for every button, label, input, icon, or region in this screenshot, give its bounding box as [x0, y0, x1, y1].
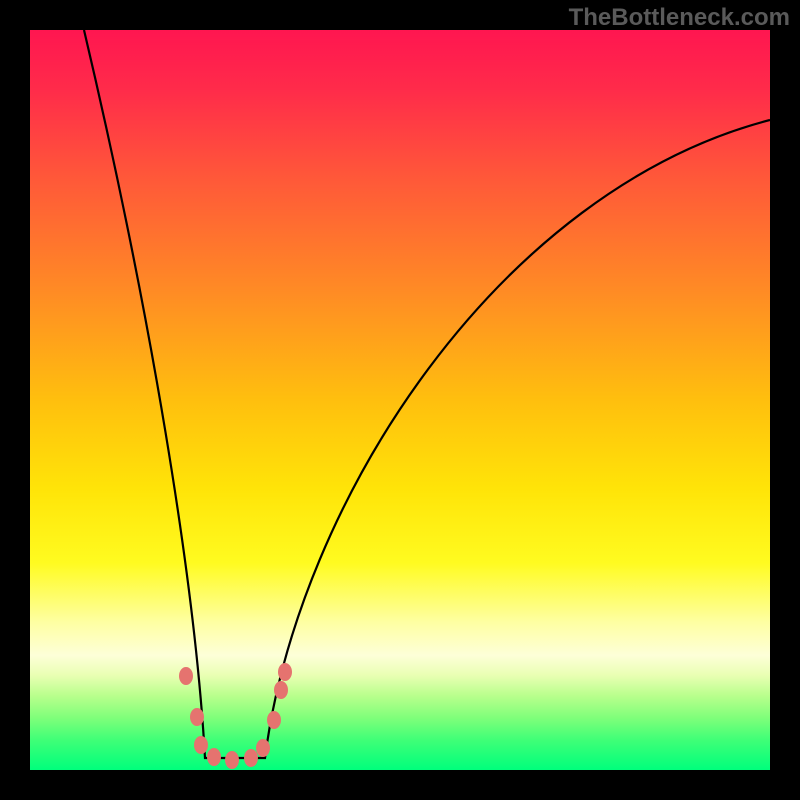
data-marker — [225, 751, 239, 769]
data-marker — [194, 736, 208, 754]
data-marker — [190, 708, 204, 726]
plot-background — [30, 30, 770, 770]
data-marker — [244, 749, 258, 767]
frame-right — [770, 0, 800, 800]
data-marker — [278, 663, 292, 681]
data-marker — [207, 748, 221, 766]
data-marker — [267, 711, 281, 729]
data-marker — [179, 667, 193, 685]
data-marker — [256, 739, 270, 757]
bottleneck-chart — [0, 0, 800, 800]
data-marker — [274, 681, 288, 699]
frame-left — [0, 0, 30, 800]
watermark-text: TheBottleneck.com — [569, 4, 790, 32]
frame-bottom — [0, 770, 800, 800]
